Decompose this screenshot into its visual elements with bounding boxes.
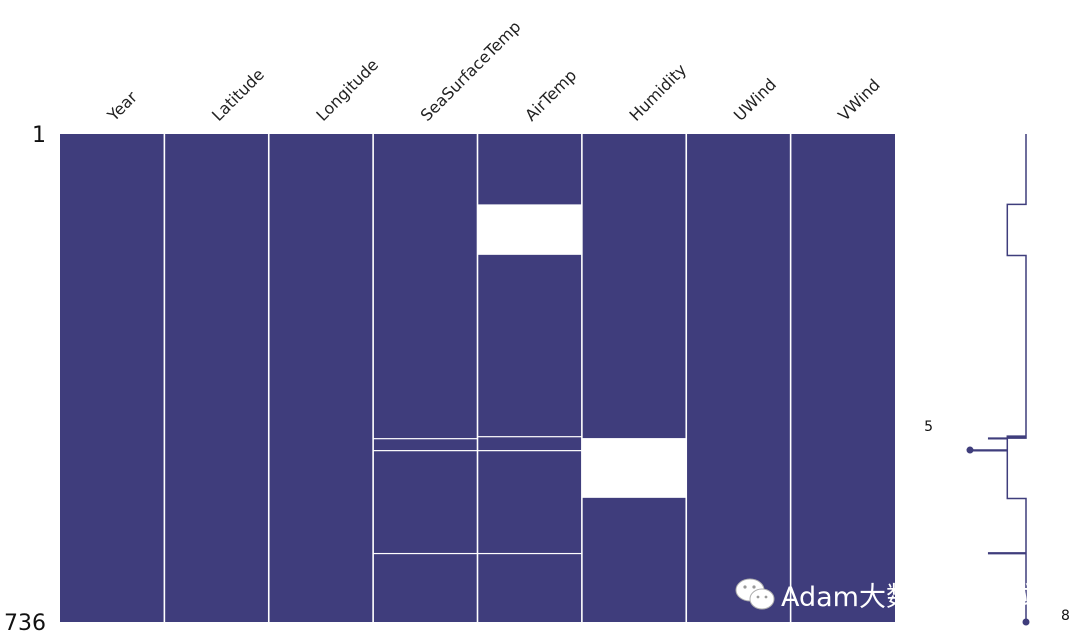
missing-band-humidity — [581, 438, 687, 498]
matrix-background — [60, 134, 895, 622]
missing-band-airtemp — [477, 450, 582, 452]
column-label-uwind: UWind — [730, 75, 780, 125]
column-separators — [163, 134, 792, 622]
column-latitude — [164, 134, 269, 622]
watermark: Adam大数据分析小站 — [735, 578, 1048, 613]
column-label-vwind: VWind — [834, 75, 884, 125]
column-label-seasurfacetemp: SeaSurfaceTemp — [417, 17, 525, 125]
watermark-text: Adam大数据分析小站 — [781, 582, 1048, 613]
column-longitude — [268, 134, 374, 622]
column-label-airtemp: AirTemp — [521, 66, 580, 125]
column-label-latitude: Latitude — [208, 65, 268, 125]
sparkline-min-marker — [966, 446, 974, 454]
column-label-longitude: Longitude — [312, 55, 382, 125]
missing-band-airtemp — [477, 552, 582, 555]
completeness-line — [969, 134, 1027, 622]
column-vwind — [790, 134, 895, 622]
column-label-year: Year — [103, 87, 141, 125]
sparkline-max-label: 8 — [1061, 608, 1070, 624]
column-seasurfacetemp — [373, 134, 478, 622]
missing-band-seasurfacetemp — [373, 438, 478, 440]
row-label-first: 1 — [32, 123, 46, 148]
column-label-humidity: Humidity — [625, 60, 690, 125]
column-humidity — [581, 134, 687, 622]
wechat-icon — [735, 578, 775, 610]
missing-value-bands — [373, 204, 687, 555]
missing-band-airtemp — [477, 436, 582, 438]
missing-band-seasurfacetemp — [373, 552, 478, 555]
column-year — [60, 134, 165, 622]
sparkline-max-marker — [1022, 618, 1030, 626]
missing-band-seasurfacetemp — [373, 450, 478, 452]
column-uwind — [686, 134, 791, 622]
missing-band-airtemp — [477, 204, 582, 255]
sparkline-min-label: 5 — [924, 419, 933, 435]
column-labels: Year Latitude Longitude SeaSurfaceTempAirTe… — [103, 17, 884, 125]
completeness-sparkline: 58 — [924, 134, 1070, 626]
row-label-last: 736 — [4, 611, 46, 636]
